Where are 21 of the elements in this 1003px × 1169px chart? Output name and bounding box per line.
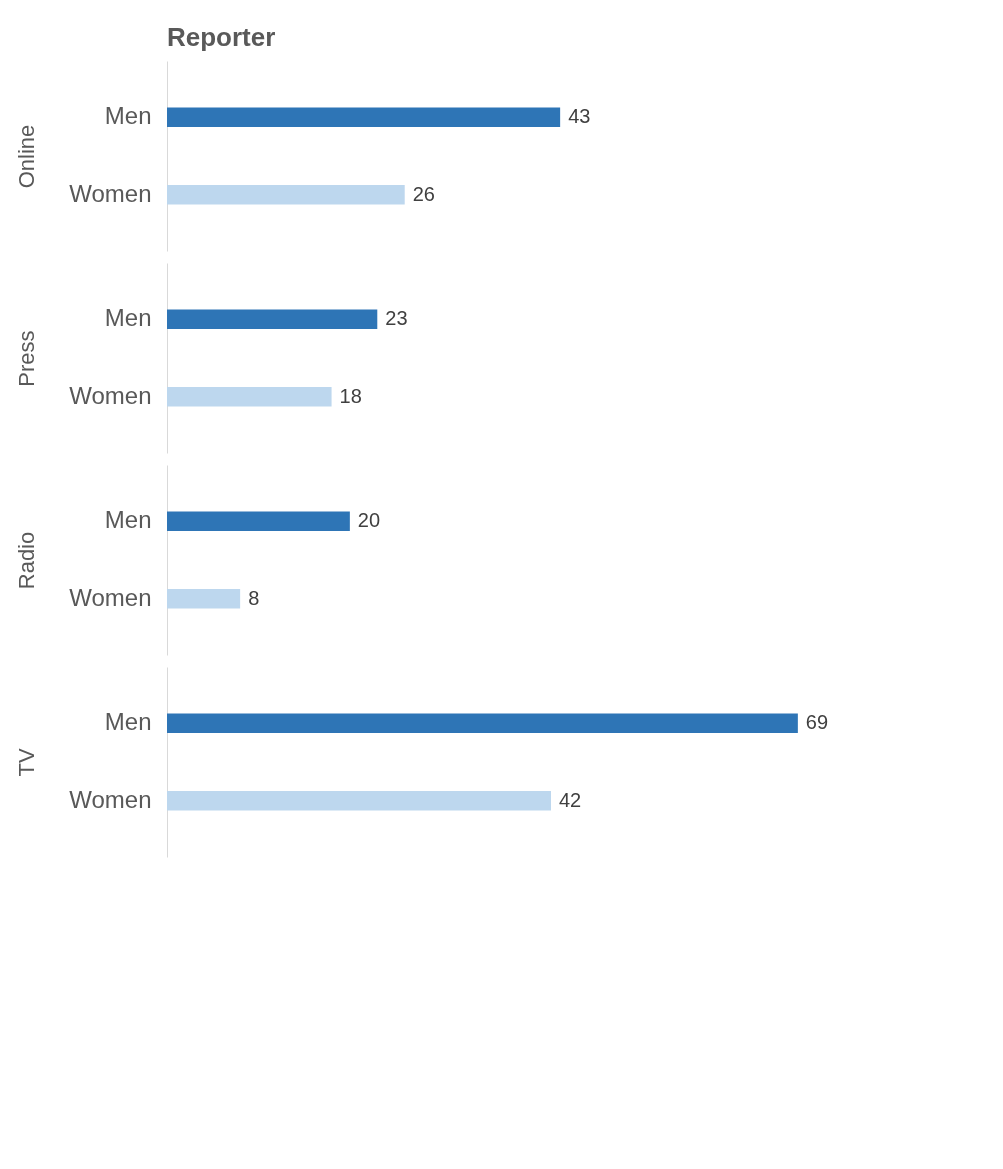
- data-label: 20: [357, 509, 381, 532]
- data-label: 26: [412, 182, 435, 205]
- data-label: 18: [339, 384, 362, 407]
- y-axis-title: Press: [14, 330, 40, 387]
- y-tick-label: Women: [69, 785, 152, 813]
- y-tick-label: Men: [104, 506, 152, 534]
- data-label: 69: [805, 711, 829, 734]
- y-tick-label: Men: [104, 708, 152, 736]
- chart-title: Reporter: [167, 22, 276, 52]
- y-tick-label: Men: [104, 304, 152, 332]
- data-label: 23: [385, 307, 408, 330]
- y-tick-label: Men: [104, 102, 152, 130]
- y-axis-title: TV: [14, 748, 40, 777]
- y-axis-title: Online: [14, 124, 40, 189]
- y-tick-label: Women: [69, 583, 152, 611]
- y-axis-title: Radio: [14, 531, 40, 590]
- data-label: 43: [568, 105, 591, 128]
- data-label: 8: [248, 586, 260, 609]
- y-tick-label: Women: [69, 381, 152, 409]
- y-tick-label: Women: [69, 179, 152, 207]
- data-label: 42: [559, 788, 582, 811]
